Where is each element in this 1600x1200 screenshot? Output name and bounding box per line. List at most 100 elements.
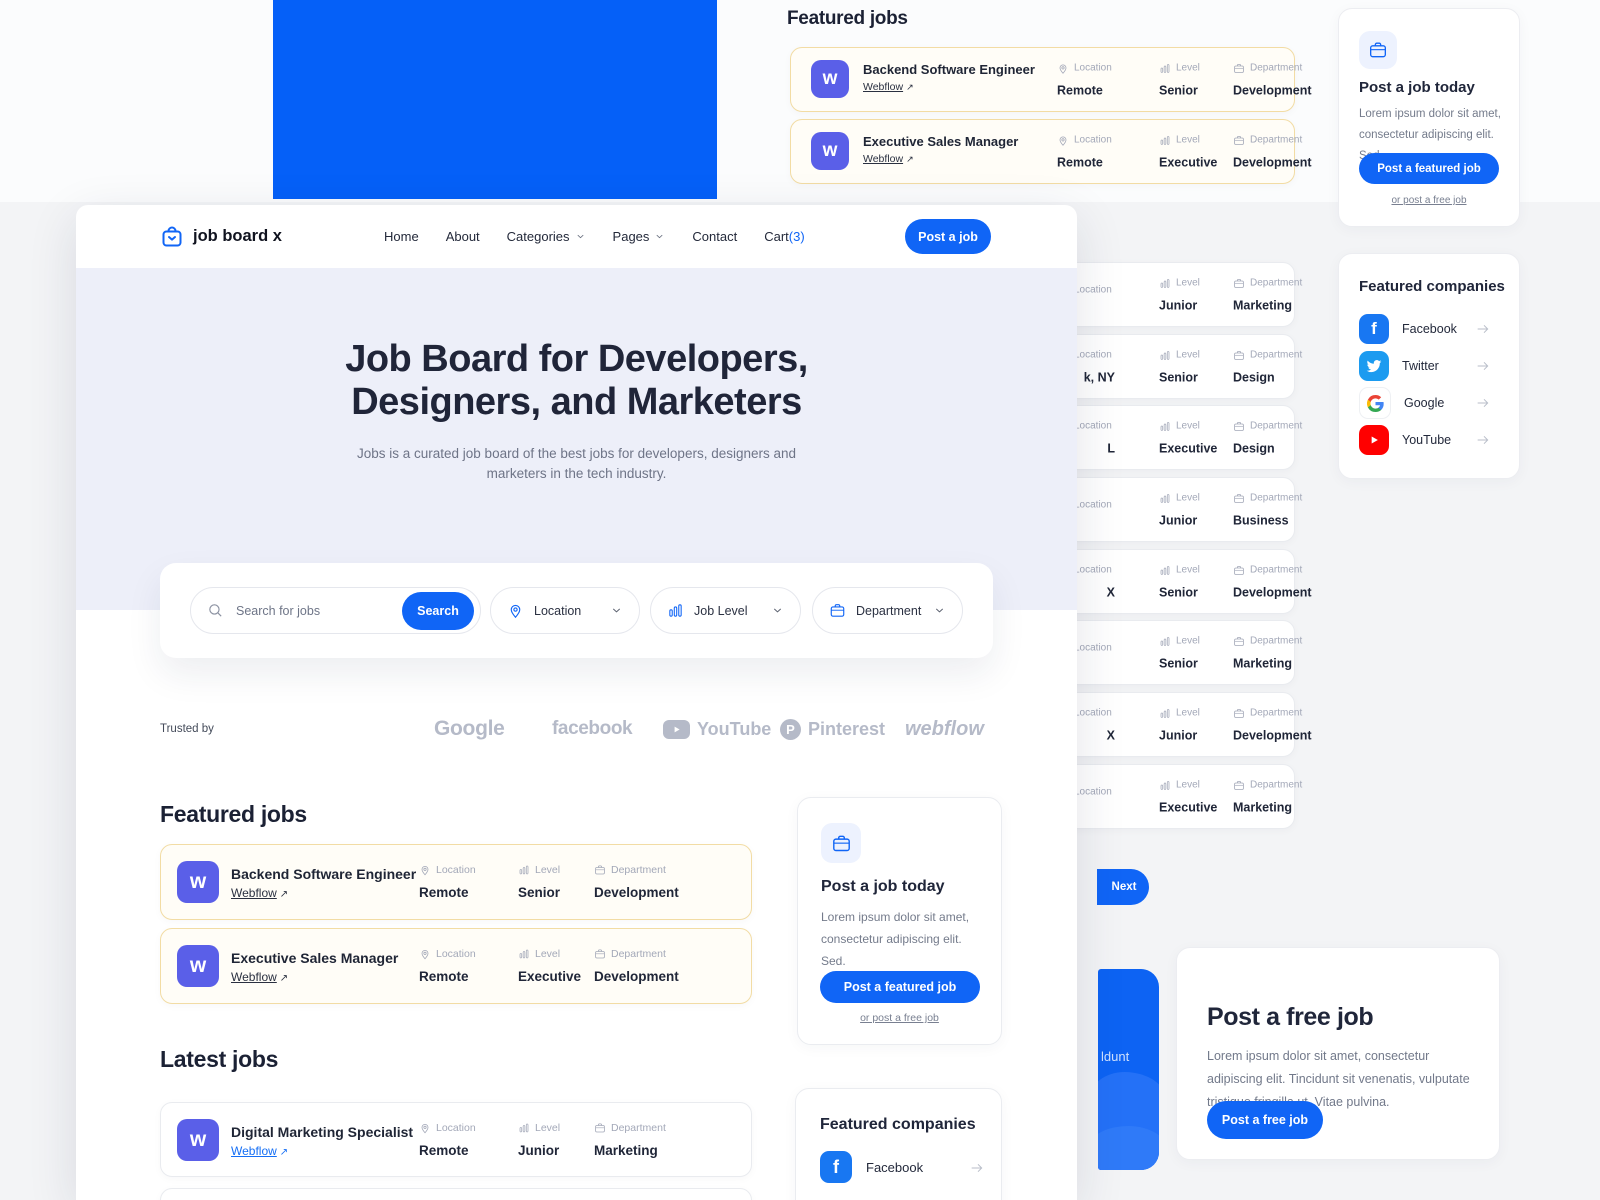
trusted-by-label: Trusted by: [160, 723, 214, 735]
job-card[interactable]: w Backend Software Engineer Webflow ↗ Loc…: [790, 47, 1312, 112]
briefcase-icon: [1233, 420, 1245, 432]
sidebar-featured-companies-card: Featured companies f Facebook Twitter Go…: [1338, 253, 1520, 479]
webflow-logo-tile: w: [177, 945, 219, 987]
company-row[interactable]: f Facebook: [820, 1151, 985, 1183]
job-level-filter-dropdown[interactable]: Job Level: [650, 587, 801, 634]
external-link-icon: ↗: [279, 1147, 289, 1158]
briefcase-icon: [1233, 779, 1245, 791]
job-level: Level Executive: [1159, 134, 1218, 170]
job-title: Executive Sales Manager: [231, 950, 399, 966]
job-level: Level Senior: [1159, 62, 1200, 98]
job-title: Digital Marketing Specialist: [231, 1124, 414, 1140]
level-bars-icon: [1159, 62, 1171, 74]
webflow-logo-tile: w: [177, 1119, 219, 1161]
post-free-job-title: Post a free job: [1207, 1003, 1374, 1031]
brand-name: job board x: [193, 227, 282, 245]
briefcase-icon: [1233, 564, 1245, 576]
featured-companies-card: Featured companies f Facebook: [795, 1088, 1002, 1200]
company-row[interactable]: Twitter: [1359, 351, 1505, 381]
company-row[interactable]: Google: [1359, 387, 1505, 419]
post-job-today-card: Post a job today Lorem ipsum dolor sit a…: [797, 797, 1002, 1045]
pinterest-logo: P Pinterest: [780, 715, 885, 743]
job-card[interactable]: w Backend Software Engineer Webflow ↗ Loc…: [160, 844, 752, 920]
post-free-job-link[interactable]: or post a free job: [1391, 195, 1467, 206]
briefcase-icon: [1233, 62, 1245, 74]
company-link[interactable]: Webflow ↗: [231, 886, 289, 900]
job-card-cut-off[interactable]: [160, 1188, 752, 1200]
job-title: Executive Sales Manager: [863, 134, 1019, 149]
arrow-right-icon: [1475, 394, 1491, 412]
post-a-job-button[interactable]: Post a job: [905, 219, 991, 254]
external-link-icon: ↗: [906, 154, 914, 164]
level-bars-icon: [1159, 779, 1171, 791]
arrow-right-icon: [1475, 431, 1491, 449]
nav-cart[interactable]: Cart (3): [764, 229, 805, 244]
search-button[interactable]: Search: [402, 592, 474, 630]
briefcase-icon: [1233, 349, 1245, 361]
chevron-down-icon: [654, 231, 665, 242]
hero-title: Job Board for Developers, Designers, and…: [345, 338, 808, 423]
facebook-logo: facebook: [552, 718, 633, 739]
hero-section: Job Board for Developers, Designers, and…: [76, 268, 1077, 610]
blue-wave-shape: [1098, 1126, 1159, 1170]
search-field[interactable]: Search: [190, 587, 481, 634]
next-page-button[interactable]: Next: [1097, 869, 1149, 905]
company-link[interactable]: Webflow ↗: [231, 970, 289, 984]
post-free-job-link[interactable]: or post a free job: [860, 1012, 939, 1024]
brand-logo[interactable]: job board x: [160, 205, 282, 268]
nav-home[interactable]: Home: [384, 229, 419, 244]
company-row[interactable]: f Facebook: [1359, 314, 1505, 344]
location-filter-dropdown[interactable]: Location: [490, 587, 640, 634]
company-link[interactable]: Webflow ↗: [231, 1144, 289, 1158]
job-card[interactable]: w Digital Marketing Specialist Webflow ↗ …: [160, 1102, 752, 1177]
level-bars-icon: [1159, 635, 1171, 647]
post-featured-job-button[interactable]: Post a featured job: [1359, 153, 1499, 184]
nav-about[interactable]: About: [445, 229, 480, 244]
background-blue-cta-card: ldunt: [1098, 969, 1159, 1170]
briefcase-icon: [1368, 40, 1388, 60]
briefcase-icon: [594, 1122, 606, 1134]
job-search-panel: Search Location Job Level Department: [160, 563, 993, 658]
briefcase-icon: [1233, 635, 1245, 647]
briefcase-icon: [831, 833, 852, 854]
webflow-logo-tile: w: [811, 60, 849, 98]
search-input[interactable]: [234, 602, 378, 619]
main-page: job board x Home About Categories Pages …: [76, 205, 1077, 1200]
featured-jobs-title: Featured jobs: [160, 801, 307, 827]
chevron-down-icon: [933, 604, 946, 617]
level-bars-icon: [1159, 277, 1171, 289]
location-pin-icon: [507, 602, 524, 619]
job-bag-icon: [160, 225, 184, 249]
location-pin-icon: [419, 948, 431, 960]
location-pin-icon: [1057, 62, 1069, 74]
external-link-icon: ↗: [906, 82, 914, 92]
sidebar-post-job-card: Post a job today Lorem ipsum dolor sit a…: [1338, 8, 1520, 227]
level-bars-icon: [1159, 564, 1171, 576]
briefcase-icon: [594, 948, 606, 960]
nav-pages[interactable]: Pages: [613, 229, 666, 244]
facebook-icon: f: [820, 1151, 852, 1183]
briefcase-icon: [1233, 492, 1245, 504]
main-nav: Home About Categories Pages Contact Cart…: [384, 205, 805, 268]
company-link[interactable]: Webflow ↗: [863, 81, 914, 93]
post-free-job-card: Post a free job Lorem ipsum dolor sit am…: [1176, 947, 1500, 1160]
briefcase-icon: [1233, 134, 1245, 146]
level-bars-icon: [1159, 349, 1171, 361]
post-featured-job-button[interactable]: Post a featured job: [820, 971, 980, 1003]
nav-categories[interactable]: Categories: [507, 229, 586, 244]
external-link-icon: ↗: [279, 889, 289, 900]
job-department: Department Development: [1233, 62, 1312, 98]
nav-contact[interactable]: Contact: [692, 229, 738, 244]
facebook-icon: f: [1359, 314, 1389, 344]
briefcase-icon: [1233, 277, 1245, 289]
job-card[interactable]: w Executive Sales Manager Webflow ↗ Locat…: [160, 928, 752, 1004]
company-row[interactable]: YouTube: [1359, 425, 1505, 455]
company-link[interactable]: Webflow ↗: [863, 153, 914, 165]
department-filter-dropdown[interactable]: Department: [812, 587, 963, 634]
arrow-right-icon: [969, 1159, 985, 1177]
briefcase-icon: [594, 864, 606, 876]
webflow-logo-tile: w: [177, 861, 219, 903]
post-free-job-button[interactable]: Post a free job: [1207, 1101, 1323, 1139]
job-card[interactable]: w Executive Sales Manager Webflow ↗ Locat…: [790, 119, 1312, 184]
